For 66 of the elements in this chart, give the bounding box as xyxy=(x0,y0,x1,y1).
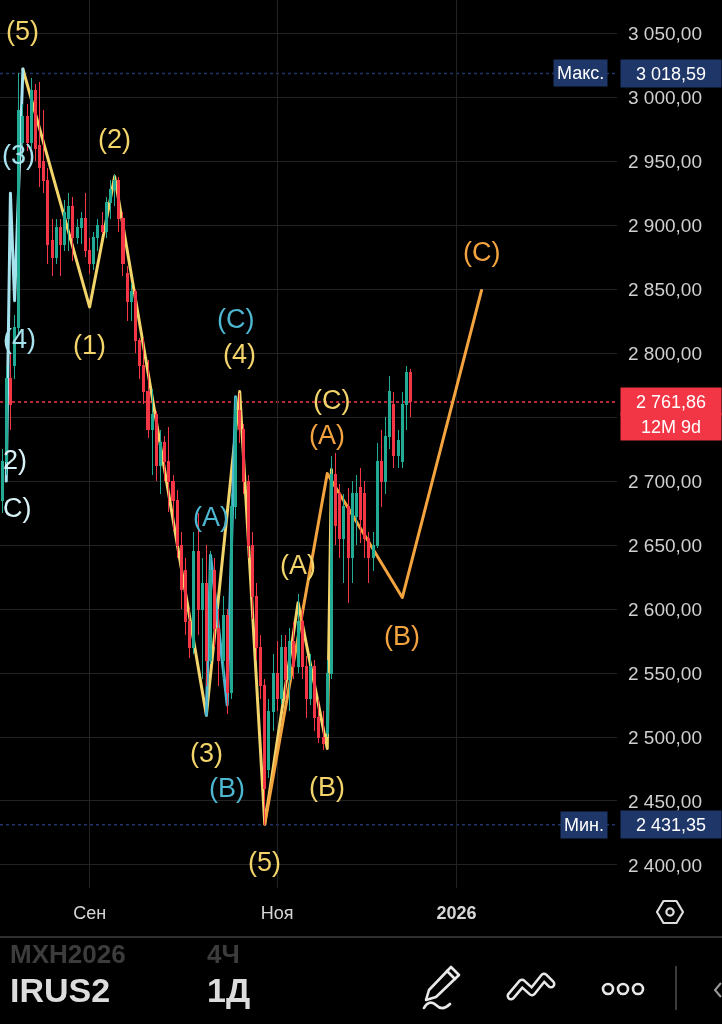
y-tick-label: 2 950,00 xyxy=(628,150,702,172)
annotation: (3) xyxy=(190,738,223,768)
text: 3 018,59 xyxy=(635,63,707,84)
candlestick xyxy=(200,557,204,680)
text: 4Ч xyxy=(207,939,240,969)
ref-line-label: 12M 9d xyxy=(640,416,702,437)
y-tick-label: 2 900,00 xyxy=(628,214,702,236)
ref-line-label: Макс. xyxy=(557,63,605,83)
annotation: (5) xyxy=(6,16,39,46)
y-tick-label: 3 050,00 xyxy=(628,22,702,44)
text: 2 761,86 xyxy=(635,391,707,412)
annotation: (1) xyxy=(73,330,106,360)
y-tick-label: 2 400,00 xyxy=(628,854,702,876)
candlestick xyxy=(292,621,296,680)
candlestick xyxy=(209,550,213,665)
candlestick xyxy=(150,388,154,476)
text: 2 431,35 xyxy=(635,814,707,835)
candlestick xyxy=(100,211,104,235)
candlestick xyxy=(192,531,196,655)
candlestick xyxy=(67,192,71,252)
annotation: (C) xyxy=(217,304,255,334)
y-tick-label: 2 600,00 xyxy=(628,598,702,620)
candlestick xyxy=(309,653,313,706)
candlestick xyxy=(342,493,346,584)
ref-line-label: Мин. xyxy=(564,815,604,835)
y-tick-label: 2 800,00 xyxy=(628,342,702,364)
annotation: (2) xyxy=(98,124,131,154)
x-tick-label: 2026 xyxy=(436,903,477,923)
text: IRUS2 xyxy=(10,971,111,1009)
annotation: (B) xyxy=(209,773,245,803)
candlestick xyxy=(154,410,158,482)
x-tick-label: Ноя xyxy=(260,903,294,923)
y-tick-label: 2 850,00 xyxy=(628,278,702,300)
annotation: (4) xyxy=(223,339,256,369)
candlestick xyxy=(288,627,292,712)
candlestick xyxy=(204,544,208,687)
annotation: (C) xyxy=(313,385,351,415)
candlestick xyxy=(54,218,58,265)
candlestick xyxy=(225,608,229,715)
annotation: C) xyxy=(3,493,32,523)
candlestick xyxy=(158,429,163,495)
candlestick xyxy=(71,196,75,262)
y-tick-label: 3 000,00 xyxy=(628,86,702,108)
y-tick-label: 2 550,00 xyxy=(628,662,702,684)
y-tick-label: 2 650,00 xyxy=(628,534,702,556)
candlestick xyxy=(275,640,279,712)
candlestick xyxy=(279,634,283,705)
candlestick xyxy=(379,429,383,508)
y-tick-label: 2 700,00 xyxy=(628,470,702,492)
candlestick xyxy=(284,634,288,700)
annotation: (B) xyxy=(384,621,420,651)
annotation: (C) xyxy=(463,237,501,267)
candlestick xyxy=(346,487,350,604)
x-tick-label: Сен xyxy=(73,903,107,923)
annotation: (5) xyxy=(248,847,281,877)
y-tick-label: 2 450,00 xyxy=(628,790,702,812)
annotation: (A) xyxy=(309,420,345,450)
candlestick xyxy=(296,593,300,674)
text: MXH2026 xyxy=(10,939,126,969)
y-tick-label: 2 500,00 xyxy=(628,726,702,748)
candlestick xyxy=(58,218,62,277)
annotation: (B) xyxy=(309,772,345,802)
candlestick xyxy=(79,211,83,245)
text: 1Д xyxy=(207,971,251,1009)
candlestick xyxy=(221,595,225,680)
candlestick xyxy=(129,282,133,322)
